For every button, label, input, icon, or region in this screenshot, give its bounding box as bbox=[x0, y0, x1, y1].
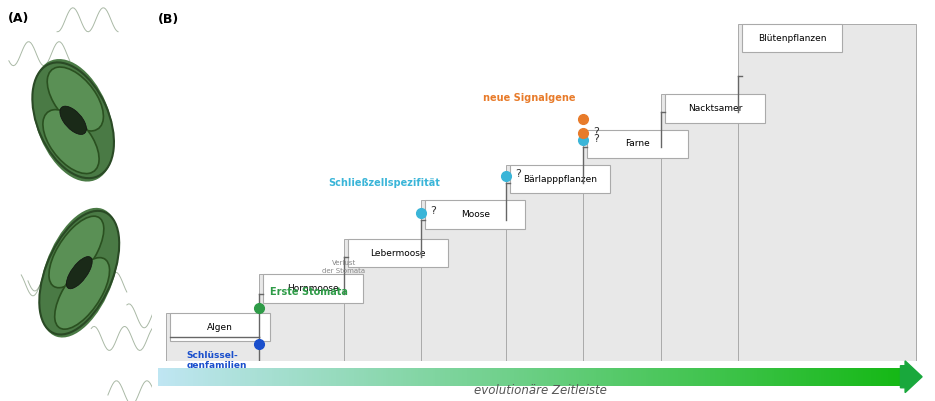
FancyArrow shape bbox=[900, 361, 922, 393]
FancyBboxPatch shape bbox=[263, 274, 363, 303]
FancyBboxPatch shape bbox=[348, 239, 448, 267]
Text: Schlüssel-
genfamilien
vorhanden: Schlüssel- genfamilien vorhanden bbox=[187, 351, 247, 381]
Bar bbox=[738, 24, 916, 361]
Text: ?: ? bbox=[593, 127, 598, 136]
Text: Moose: Moose bbox=[461, 210, 490, 219]
Text: Verlust
der Stomata: Verlust der Stomata bbox=[323, 260, 366, 274]
Ellipse shape bbox=[54, 257, 109, 329]
FancyBboxPatch shape bbox=[510, 165, 611, 193]
Text: (B): (B) bbox=[158, 13, 180, 26]
FancyBboxPatch shape bbox=[424, 200, 525, 229]
Bar bbox=[583, 130, 916, 361]
Text: Nacktsamer: Nacktsamer bbox=[687, 104, 742, 113]
Bar bbox=[344, 239, 916, 361]
Ellipse shape bbox=[33, 59, 114, 182]
Text: evolutionäre Zeitleiste: evolutionäre Zeitleiste bbox=[474, 385, 608, 397]
Ellipse shape bbox=[48, 67, 104, 131]
Text: (A): (A) bbox=[7, 12, 29, 25]
Text: ?: ? bbox=[593, 134, 598, 144]
Text: ?: ? bbox=[430, 206, 437, 216]
FancyBboxPatch shape bbox=[170, 313, 270, 342]
Text: Bärlapppflanzen: Bärlapppflanzen bbox=[524, 175, 597, 184]
Text: Blütenpflanzen: Blütenpflanzen bbox=[758, 34, 827, 43]
Ellipse shape bbox=[43, 109, 99, 174]
Text: Algen: Algen bbox=[207, 323, 233, 332]
FancyBboxPatch shape bbox=[665, 95, 765, 123]
FancyBboxPatch shape bbox=[742, 24, 842, 52]
FancyBboxPatch shape bbox=[587, 130, 688, 158]
Text: Farne: Farne bbox=[626, 140, 650, 148]
Text: Hornmoose: Hornmoose bbox=[287, 284, 338, 293]
Ellipse shape bbox=[39, 208, 120, 338]
Text: neue Signalgene: neue Signalgene bbox=[483, 93, 576, 103]
Text: Erste Stomata: Erste Stomata bbox=[270, 288, 348, 298]
Bar bbox=[661, 95, 916, 361]
Ellipse shape bbox=[60, 106, 86, 134]
Text: Lebermoose: Lebermoose bbox=[370, 249, 425, 258]
Text: ?: ? bbox=[515, 169, 521, 179]
Bar bbox=[165, 313, 916, 361]
Ellipse shape bbox=[49, 216, 104, 288]
Bar bbox=[421, 200, 916, 361]
Bar bbox=[259, 274, 916, 361]
Ellipse shape bbox=[66, 257, 93, 289]
Bar bbox=[506, 165, 916, 361]
Text: Schließzellspezifität: Schließzellspezifität bbox=[328, 178, 440, 188]
